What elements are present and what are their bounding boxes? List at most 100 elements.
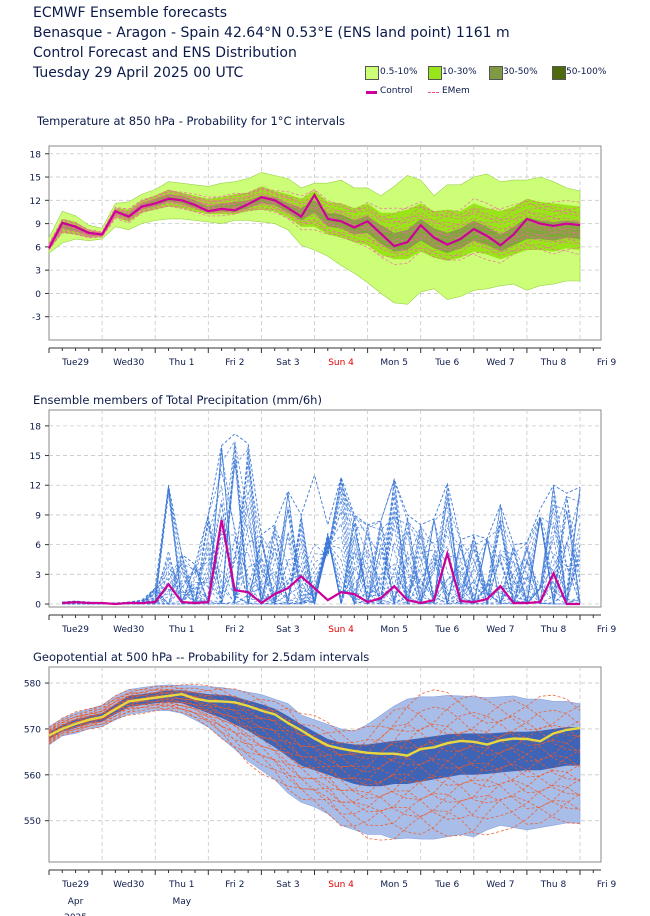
temp-member-line [48,201,581,257]
day-label: Sat 3 [276,358,299,368]
legend-label-1: 10-30% [442,67,477,77]
month-label: Apr [68,897,84,907]
geo-member-line [48,701,581,813]
day-label: Sun 4 [328,880,354,890]
legend-emem-label: EMem [442,86,470,96]
geo-member-line [48,687,581,760]
day-label: Sun 4 [328,625,354,635]
run-date: Tuesday 29 April 2025 00 UTC [33,65,244,81]
y-tick-label: 560 [24,771,41,781]
geo-member-line [48,688,581,768]
legend-swatch-3 [552,66,566,80]
y-tick-label: 18 [30,150,42,160]
day-label: Sun 4 [328,358,354,368]
legend-label-2: 30-50% [503,67,538,77]
precip-member-line [62,485,581,606]
geo-member-line [48,692,581,780]
day-label: Fri 2 [225,625,244,635]
y-tick-label: 18 [30,422,42,432]
day-label: Fri 9 [597,880,617,890]
day-label: Mon 5 [380,880,408,890]
temp-member-line [48,193,581,246]
legend-swatch-2 [489,66,503,80]
temp-member-line [48,187,581,245]
legend-swatch-0 [365,66,379,80]
legend-control-line [366,91,377,94]
day-label: Thu 1 [168,358,195,368]
geo-member-line [48,698,581,800]
y-tick-label: 0 [35,601,41,611]
forecast-title: ECMWF Ensemble forecasts [33,5,228,21]
y-tick-label: 12 [30,197,41,207]
temp-member-line [48,205,581,261]
legend-control-label: Control [380,86,413,96]
day-label: Thu 1 [168,625,195,635]
month-label: May [172,897,191,907]
day-label: Mon 5 [380,358,408,368]
geo-member-line [48,692,581,749]
precip-member-line [62,480,581,605]
geo-control-line [48,692,581,757]
year-label: 2025 [64,913,87,916]
legend-emem-line [428,92,439,93]
day-label: Wed30 [113,625,144,635]
day-label: Sat 3 [276,880,299,890]
precip-member-line [62,448,581,605]
day-label: Tue 6 [434,625,459,635]
legend-label-0: 0.5-10% [380,67,418,77]
temp-member-line [48,200,581,254]
precip-member-line [62,444,581,606]
precip-member-line [62,446,581,606]
geo-member-line [48,688,581,737]
plot-frame [48,409,602,608]
day-label: Thu 1 [168,880,195,890]
geo-member-line [48,701,581,820]
day-label: Thu 8 [540,358,567,368]
precip-member-line [62,497,581,605]
temp-member-line [48,205,581,261]
y-tick-label: 12 [30,482,41,492]
day-label: Fri 9 [597,358,617,368]
temp-member-line [48,201,581,249]
day-label: Wed 7 [486,625,514,635]
day-label: Fri 9 [597,625,617,635]
y-tick-label: -3 [32,313,41,323]
temp-member-line [48,191,581,247]
product-line: Control Forecast and ENS Distribution [33,45,297,61]
day-label: Wed 7 [486,358,514,368]
day-label: Tue 6 [434,358,459,368]
y-tick-label: 570 [24,725,41,735]
precipitation-panel-title: Ensemble members of Total Precipitation … [33,393,322,407]
precip-member-line [62,445,581,605]
temp-member-line [48,198,581,247]
precip-member-line [62,465,581,605]
temperature-panel-title: Temperature at 850 hPa - Probability for… [37,114,346,128]
temp-member-line [48,188,581,244]
y-tick-label: 580 [24,680,41,690]
day-label: Tue29 [61,880,89,890]
y-tick-label: 9 [35,220,41,230]
geo-member-line [48,695,581,766]
precip-member-line [62,459,581,606]
day-label: Fri 2 [225,358,244,368]
temp-control-line [48,192,581,249]
legend-swatch-1 [428,66,442,80]
panel-temperature: -3 0 3 6 9 12 15 18 Tue29 Wed30 Thu 1 Fri 2 Sat 3 Sun… [30,145,617,368]
y-tick-label: 0 [35,290,41,300]
legend-label-3: 50-100% [566,67,607,77]
geo-member-line [48,683,581,746]
day-label: Fri 2 [225,880,244,890]
y-tick-label: 6 [35,541,41,551]
geo-member-line [48,707,581,835]
precip-member-line [62,479,580,605]
day-label: Wed30 [113,880,144,890]
day-label: Tue 6 [434,880,459,890]
y-tick-label: 3 [35,571,41,581]
temp-member-line [48,197,581,249]
day-label: Wed30 [113,358,144,368]
panel-precipitation: 0 3 6 9 12 15 18 Tue29 Wed30 Thu 1 Fri 2 Sat 3 Sun 4… [30,409,617,635]
temp-member-line [48,186,581,245]
day-label: Wed 7 [486,880,514,890]
y-tick-label: 3 [35,267,41,277]
